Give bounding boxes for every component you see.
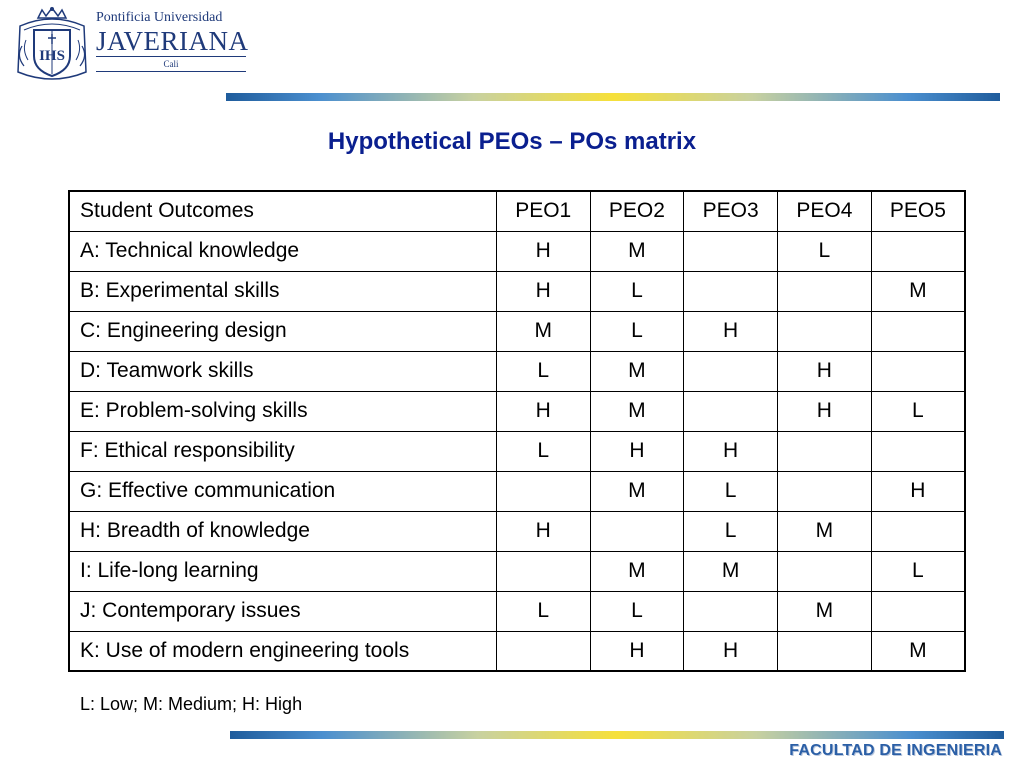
logo-wordmark: Pontificia Universidad JAVERIANA Cali bbox=[96, 10, 249, 72]
peo2-level-cell: L bbox=[589, 310, 685, 352]
table-row: E: Problem-solving skills H M H L bbox=[68, 390, 966, 432]
peo3-level-cell: M bbox=[683, 550, 778, 592]
peo4-level-cell bbox=[777, 550, 872, 592]
table-row: F: Ethical responsibility L H H bbox=[68, 430, 966, 472]
outcome-cell: D: Teamwork skills bbox=[68, 350, 497, 392]
peo1-level-cell: L bbox=[495, 430, 591, 472]
header-cell-peo1: PEO1 bbox=[495, 190, 591, 232]
peo1-level-cell: M bbox=[495, 310, 591, 352]
table-row: H: Breadth of knowledge H L M bbox=[68, 510, 966, 552]
header-cell-outcomes: Student Outcomes bbox=[68, 190, 497, 232]
table-row: A: Technical knowledge H M L bbox=[68, 230, 966, 272]
table-row: I: Life-long learning M M L bbox=[68, 550, 966, 592]
peo3-level-cell: L bbox=[683, 470, 778, 512]
header-cell-peo5: PEO5 bbox=[870, 190, 966, 232]
peo1-level-cell: H bbox=[495, 270, 591, 312]
peo5-level-cell bbox=[870, 510, 966, 552]
slide-title: Hypothetical PEOs – POs matrix bbox=[327, 128, 697, 155]
peo1-level-cell bbox=[495, 630, 591, 672]
peo2-level-cell: H bbox=[589, 430, 685, 472]
peo4-level-cell: H bbox=[777, 390, 872, 432]
peo4-level-cell: M bbox=[777, 510, 872, 552]
outcome-cell: B: Experimental skills bbox=[68, 270, 497, 312]
peo5-level-cell: M bbox=[870, 270, 966, 312]
peo1-level-cell bbox=[495, 550, 591, 592]
peo2-level-cell: L bbox=[589, 590, 685, 632]
logo-line-name: JAVERIANA bbox=[96, 26, 249, 57]
peo4-level-cell bbox=[777, 270, 872, 312]
peo1-level-cell: H bbox=[495, 390, 591, 432]
outcome-cell: G: Effective communication bbox=[68, 470, 497, 512]
peo3-level-cell: H bbox=[683, 430, 778, 472]
peo3-level-cell bbox=[683, 350, 778, 392]
peo3-level-cell bbox=[683, 230, 778, 272]
outcome-cell: J: Contemporary issues bbox=[68, 590, 497, 632]
peo4-level-cell: L bbox=[777, 230, 872, 272]
logo-line-city: Cali bbox=[96, 59, 246, 72]
header-cell-peo3: PEO3 bbox=[683, 190, 778, 232]
peo3-level-cell bbox=[683, 390, 778, 432]
faculty-footer: FACULTAD DE INGENIERIA bbox=[789, 742, 1002, 759]
peo2-level-cell: M bbox=[589, 550, 685, 592]
peo3-level-cell bbox=[683, 590, 778, 632]
peo5-level-cell bbox=[870, 590, 966, 632]
peo4-level-cell bbox=[777, 430, 872, 472]
peo5-level-cell: M bbox=[870, 630, 966, 672]
peo5-level-cell bbox=[870, 310, 966, 352]
peo1-level-cell: H bbox=[495, 230, 591, 272]
peo2-level-cell: M bbox=[589, 230, 685, 272]
matrix-legend: L: Low; M: Medium; H: High bbox=[80, 694, 303, 714]
peo5-level-cell: H bbox=[870, 470, 966, 512]
table-row: B: Experimental skills H L M bbox=[68, 270, 966, 312]
peo2-level-cell: H bbox=[589, 630, 685, 672]
outcome-cell: K: Use of modern engineering tools bbox=[68, 630, 497, 672]
peo3-level-cell: H bbox=[683, 630, 778, 672]
table-row: J: Contemporary issues L L M bbox=[68, 590, 966, 632]
outcome-cell: H: Breadth of knowledge bbox=[68, 510, 497, 552]
peo-po-matrix: Student Outcomes PEO1 PEO2 PEO3 PEO4 PEO… bbox=[68, 190, 966, 672]
outcome-cell: I: Life-long learning bbox=[68, 550, 497, 592]
peo2-level-cell: L bbox=[589, 270, 685, 312]
university-seal-icon: IHS bbox=[17, 6, 87, 80]
table-row: G: Effective communication M L H bbox=[68, 470, 966, 512]
peo3-level-cell: L bbox=[683, 510, 778, 552]
peo4-level-cell: H bbox=[777, 350, 872, 392]
peo4-level-cell bbox=[777, 630, 872, 672]
bottom-gradient-bar bbox=[230, 731, 1004, 739]
peo3-level-cell bbox=[683, 270, 778, 312]
matrix-body: Student Outcomes PEO1 PEO2 PEO3 PEO4 PEO… bbox=[68, 190, 966, 672]
university-logo: IHS Pontificia Universidad JAVERIANA Cal… bbox=[12, 6, 248, 84]
peo5-level-cell bbox=[870, 230, 966, 272]
peo2-level-cell: M bbox=[589, 470, 685, 512]
peo4-level-cell bbox=[777, 310, 872, 352]
peo4-level-cell: M bbox=[777, 590, 872, 632]
peo4-level-cell bbox=[777, 470, 872, 512]
outcome-cell: A: Technical knowledge bbox=[68, 230, 497, 272]
outcome-cell: F: Ethical responsibility bbox=[68, 430, 497, 472]
peo5-level-cell: L bbox=[870, 390, 966, 432]
peo5-level-cell bbox=[870, 350, 966, 392]
table-row: C: Engineering design M L H bbox=[68, 310, 966, 352]
table-row: K: Use of modern engineering tools H H M bbox=[68, 630, 966, 672]
header-row: Student Outcomes PEO1 PEO2 PEO3 PEO4 PEO… bbox=[68, 190, 966, 232]
peo5-level-cell: L bbox=[870, 550, 966, 592]
peo2-level-cell: M bbox=[589, 390, 685, 432]
logo-line-university: Pontificia Universidad bbox=[96, 10, 223, 25]
peo1-level-cell bbox=[495, 470, 591, 512]
peo3-level-cell: H bbox=[683, 310, 778, 352]
svg-text:IHS: IHS bbox=[39, 48, 65, 64]
peo1-level-cell: L bbox=[495, 590, 591, 632]
peo1-level-cell: H bbox=[495, 510, 591, 552]
header-cell-peo4: PEO4 bbox=[777, 190, 872, 232]
top-gradient-bar bbox=[226, 93, 1000, 101]
outcome-cell: C: Engineering design bbox=[68, 310, 497, 352]
table-row: D: Teamwork skills L M H bbox=[68, 350, 966, 392]
peo2-level-cell: M bbox=[589, 350, 685, 392]
peo1-level-cell: L bbox=[495, 350, 591, 392]
outcome-cell: E: Problem-solving skills bbox=[68, 390, 497, 432]
peo2-level-cell bbox=[589, 510, 685, 552]
header-cell-peo2: PEO2 bbox=[589, 190, 685, 232]
peo5-level-cell bbox=[870, 430, 966, 472]
